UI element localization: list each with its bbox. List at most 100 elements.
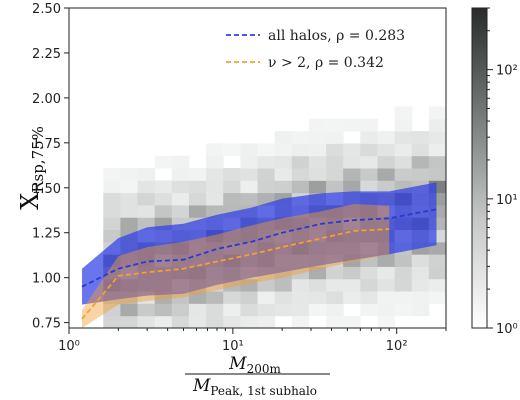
density-cell [206, 155, 224, 169]
density-cell [326, 303, 344, 317]
density-cell [428, 168, 446, 181]
density-cell [103, 229, 121, 243]
density-cell [206, 291, 224, 304]
density-cell [377, 168, 396, 181]
y-label-sub: Rsp,75% [29, 126, 47, 193]
svg-text:XRsp,75%: XRsp,75% [16, 126, 47, 210]
density-cell [343, 315, 361, 328]
density-cell [377, 155, 396, 169]
density-cell [308, 118, 327, 132]
density-cell [411, 291, 430, 304]
x-tick-label: 10² [386, 339, 408, 354]
density-cell [103, 204, 121, 218]
y-tick-label: 0.75 [32, 317, 61, 332]
x-label-num-main: M [228, 354, 247, 374]
median-line-series-1 [81, 228, 390, 320]
x-tick-label: 10¹ [222, 339, 244, 354]
density-cell [240, 168, 258, 181]
density-cell [343, 118, 361, 132]
density-cell [360, 278, 378, 292]
density-cell [291, 180, 310, 194]
density-cell [240, 278, 258, 292]
density-cell [120, 217, 139, 231]
density-cell [394, 155, 413, 169]
density-cell [120, 180, 139, 194]
band-series-1 [82, 204, 390, 328]
density-cell [326, 118, 344, 132]
density-cell [274, 168, 293, 181]
density-cell [103, 315, 121, 328]
legend-label-all-halos: all halos, ρ = 0.283 [268, 28, 405, 44]
y-axis-label: XRsp,75% [16, 126, 47, 210]
x-tick-label: 10⁰ [58, 339, 80, 354]
density-cell [274, 278, 293, 292]
density-cell [257, 303, 276, 317]
density-cell [206, 143, 224, 157]
density-cell [377, 266, 396, 280]
density-cell [257, 291, 276, 304]
x-label-den-main: M [192, 376, 211, 396]
density-cell [206, 303, 224, 317]
density-cell [308, 143, 327, 157]
density-cell [257, 168, 276, 181]
density-cell [326, 278, 344, 292]
density-cell [206, 192, 224, 206]
density-cell [343, 266, 361, 280]
density-cell [274, 180, 293, 194]
y-tick-label: 2.25 [32, 47, 61, 62]
density-cell [154, 315, 173, 328]
density-cell [428, 278, 446, 292]
density-cell [394, 291, 413, 304]
density-cell [120, 168, 139, 181]
percentile-bands [82, 182, 437, 328]
density-cell [257, 315, 276, 328]
density-cell [240, 192, 258, 206]
svg-text:M200m: M200m [228, 354, 281, 376]
density-cell [343, 168, 361, 181]
density-cell [291, 278, 310, 292]
y-axis-ticks: 0.75 1.00 1.25 1.50 1.75 2.00 2.25 2.50 [32, 2, 69, 332]
density-cell [257, 180, 276, 194]
density-cell [188, 291, 207, 304]
density-cell [171, 291, 190, 304]
density-cell [428, 131, 446, 144]
y-label-main: X [16, 193, 44, 210]
density-cell [308, 278, 327, 292]
density-cell [291, 155, 310, 169]
density-cell [291, 143, 310, 157]
density-cell [223, 168, 241, 181]
density-cell [188, 180, 207, 194]
density-cell [103, 303, 121, 317]
density-cell [257, 278, 276, 292]
density-cell [274, 143, 293, 157]
density-cell [428, 155, 446, 169]
density-cell [360, 143, 378, 157]
density-cell [343, 143, 361, 157]
density-cell [171, 180, 190, 194]
density-cell [154, 204, 173, 218]
density-cell [240, 143, 258, 157]
density-cell [343, 278, 361, 292]
density-cell [171, 168, 190, 181]
density-cell [223, 315, 241, 328]
density-cell [360, 180, 378, 194]
density-cell [154, 180, 173, 194]
density-cell [223, 291, 241, 304]
density-cell [206, 168, 224, 181]
density-cell [137, 217, 156, 231]
density-cell [154, 303, 173, 317]
density-cell [291, 303, 310, 317]
density-cell [411, 155, 430, 169]
density-cell [428, 143, 446, 157]
density-cell [343, 180, 361, 194]
density-cell [257, 155, 276, 169]
density-cell [120, 303, 139, 317]
density-cell [223, 303, 241, 317]
density-cell [411, 131, 430, 144]
y-tick-label: 1.50 [32, 182, 61, 197]
density-cell [274, 303, 293, 317]
density-cell [428, 118, 446, 132]
density-cell [411, 266, 430, 280]
density-cell [137, 315, 156, 328]
